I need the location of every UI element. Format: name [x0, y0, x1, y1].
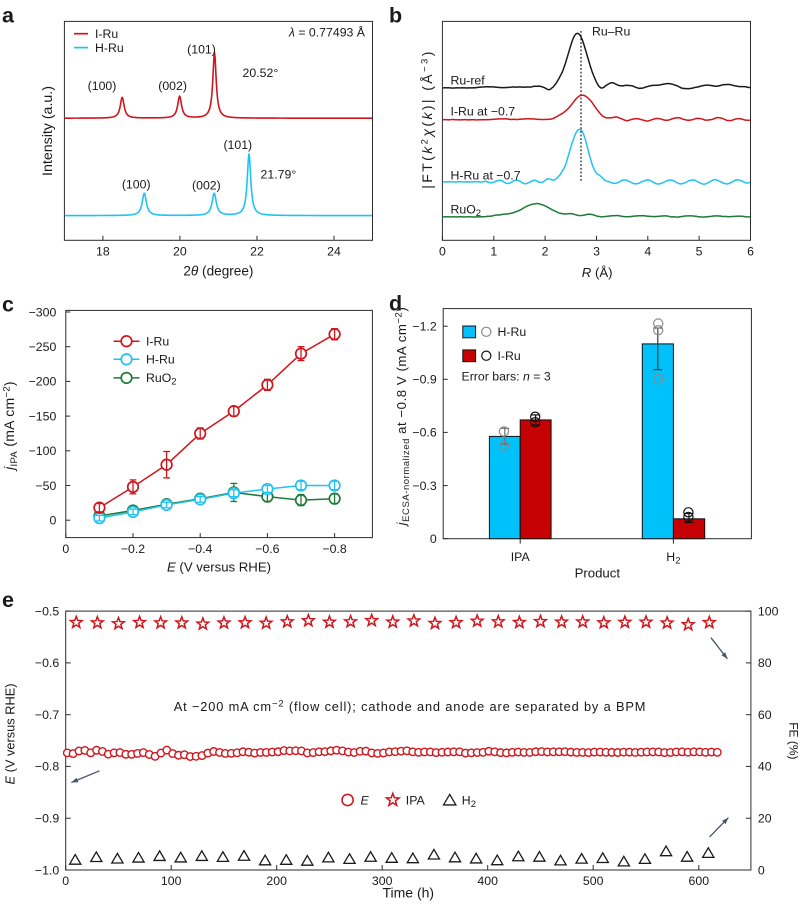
svg-text:−0.7: −0.7 [35, 708, 59, 722]
svg-text:400: 400 [477, 874, 498, 888]
svg-text:−1.2: −1.2 [412, 320, 436, 334]
svg-text:IPA: IPA [406, 793, 426, 807]
svg-text:I-Ru: I-Ru [95, 27, 118, 41]
svg-text:(002): (002) [192, 179, 221, 193]
svg-text:−0.9: −0.9 [412, 373, 436, 387]
svg-text:(101): (101) [187, 42, 216, 56]
svg-text:−0.5: −0.5 [35, 604, 59, 618]
svg-text:jIPA (mA cm−2): jIPA (mA cm−2) [1, 381, 20, 472]
svg-text:(101): (101) [223, 138, 252, 152]
svg-text:40: 40 [758, 760, 772, 774]
svg-text:−0.8: −0.8 [322, 542, 346, 556]
svg-text:(002): (002) [158, 79, 187, 93]
svg-text:IPA: IPA [511, 550, 531, 564]
svg-text:−0.3: −0.3 [412, 479, 436, 493]
svg-text:Product: Product [575, 566, 621, 581]
svg-text:4: 4 [644, 244, 651, 258]
svg-text:0: 0 [62, 874, 69, 888]
svg-text:100: 100 [758, 604, 779, 618]
svg-text:300: 300 [372, 874, 393, 888]
svg-text:(100): (100) [88, 79, 117, 93]
svg-text:−200: −200 [29, 375, 57, 389]
svg-text:−250: −250 [29, 340, 57, 354]
svg-text:−0.8: −0.8 [35, 760, 59, 774]
svg-text:−0.6: −0.6 [412, 426, 436, 440]
svg-text:jECSA-normalized at −0.8 V (mA: jECSA-normalized at −0.8 V (mA cm−2) [394, 307, 413, 528]
svg-text:e: e [2, 588, 14, 612]
svg-text:E: E [361, 793, 370, 807]
svg-text:(100): (100) [122, 178, 151, 192]
svg-text:0: 0 [439, 244, 446, 258]
svg-text:H-Ru: H-Ru [498, 325, 527, 339]
svg-text:H-Ru: H-Ru [95, 41, 124, 55]
svg-text:100: 100 [161, 874, 182, 888]
svg-text:200: 200 [266, 874, 287, 888]
svg-text:R (Å): R (Å) [582, 265, 613, 280]
svg-text:500: 500 [583, 874, 604, 888]
svg-text:6: 6 [747, 244, 754, 258]
svg-text:−0.9: −0.9 [35, 812, 59, 826]
svg-text:22: 22 [250, 244, 264, 258]
svg-text:Time (h): Time (h) [383, 885, 435, 901]
svg-text:0: 0 [49, 514, 56, 528]
svg-text:c: c [2, 293, 14, 317]
svg-text:b: b [389, 4, 402, 28]
svg-text:RuO2: RuO2 [451, 202, 482, 219]
svg-text:Intensity (a.u.): Intensity (a.u.) [40, 86, 56, 176]
svg-text:−150: −150 [29, 409, 57, 423]
svg-text:−300: −300 [29, 305, 57, 319]
svg-text:5: 5 [696, 244, 703, 258]
svg-text:2: 2 [542, 244, 549, 258]
svg-text:I-Ru at −0.7: I-Ru at −0.7 [451, 105, 516, 119]
svg-text:600: 600 [689, 874, 710, 888]
svg-text:Ru–Ru: Ru–Ru [592, 24, 630, 38]
svg-text:E (V versus RHE): E (V versus RHE) [3, 684, 18, 785]
svg-text:λ = 0.77493 Å: λ = 0.77493 Å [288, 25, 366, 40]
svg-text:Error bars: n = 3: Error bars: n = 3 [462, 370, 551, 384]
svg-text:−0.2: −0.2 [121, 542, 145, 556]
svg-text:d: d [389, 292, 402, 316]
svg-text:0: 0 [758, 863, 765, 877]
svg-text:I-Ru: I-Ru [146, 335, 169, 349]
svg-text:0: 0 [430, 532, 437, 546]
svg-text:24: 24 [327, 244, 341, 258]
svg-text:Ru-ref: Ru-ref [451, 74, 486, 88]
svg-text:At −200 mA cm−2 (flow cell); c: At −200 mA cm−2 (flow cell); cathode and… [174, 699, 646, 715]
svg-text:−100: −100 [29, 444, 57, 458]
svg-text:1: 1 [490, 244, 497, 258]
svg-text:|FT(k2χ(k)| (Å−3): |FT(k2χ(k)| (Å−3) [419, 49, 435, 189]
svg-text:0: 0 [62, 542, 69, 556]
svg-text:20: 20 [173, 244, 187, 258]
svg-text:20: 20 [758, 812, 772, 826]
svg-text:−50: −50 [35, 479, 56, 493]
svg-text:20.52°: 20.52° [243, 66, 279, 80]
svg-text:H-Ru at −0.7: H-Ru at −0.7 [451, 169, 521, 183]
svg-text:2θ (degree): 2θ (degree) [183, 263, 253, 278]
svg-text:FE (%): FE (%) [787, 722, 801, 759]
svg-text:80: 80 [758, 656, 772, 670]
svg-text:18: 18 [96, 244, 110, 258]
svg-text:H-Ru: H-Ru [146, 353, 175, 367]
svg-text:3: 3 [593, 244, 600, 258]
svg-text:a: a [2, 4, 15, 28]
svg-text:21.79°: 21.79° [261, 168, 297, 182]
svg-text:E (V versus RHE): E (V versus RHE) [167, 560, 271, 575]
svg-text:−1.0: −1.0 [35, 863, 59, 877]
svg-text:−0.6: −0.6 [255, 542, 279, 556]
svg-text:−0.4: −0.4 [188, 542, 212, 556]
svg-text:I-Ru: I-Ru [498, 349, 521, 363]
svg-text:RuO2: RuO2 [146, 371, 177, 388]
svg-text:60: 60 [758, 708, 772, 722]
svg-text:−0.6: −0.6 [35, 656, 59, 670]
